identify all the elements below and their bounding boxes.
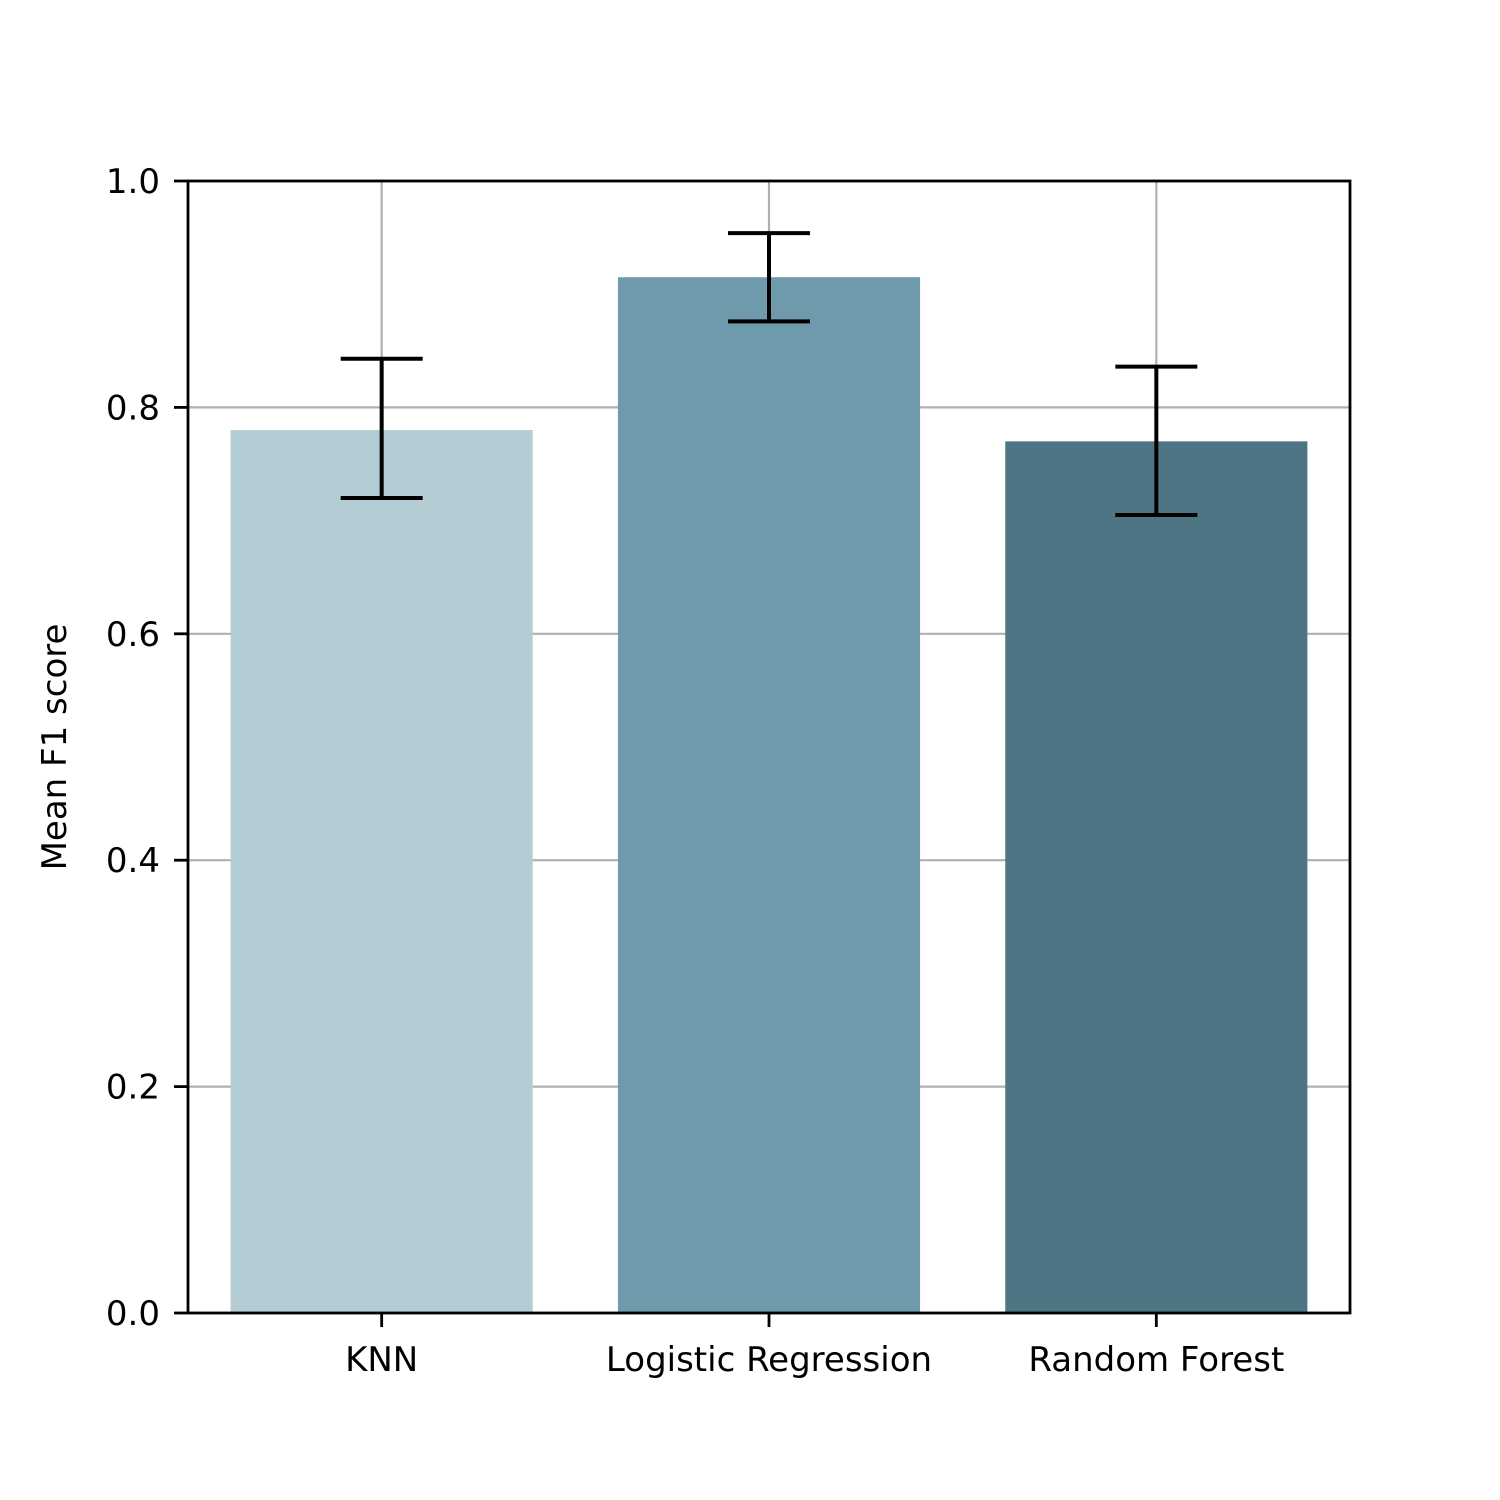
x-tick-label: KNN <box>345 1340 418 1380</box>
error-bar-layer <box>340 231 1198 517</box>
y-tick-label: 0.0 <box>106 1294 160 1334</box>
axis-layer: 0.0 0.2 0.4 0.6 0.8 1.0 KNN Logistic Regression… <box>106 162 1352 1380</box>
bar-random-forest <box>1005 441 1308 1313</box>
bar-layer <box>230 277 1308 1314</box>
bar-logistic-regression <box>617 277 921 1314</box>
y-axis-label: Mean F1 score <box>35 624 75 871</box>
y-tick-label: 0.8 <box>106 388 160 428</box>
x-tick-label: Random Forest <box>1028 1340 1284 1380</box>
x-tick-label: Logistic Regression <box>606 1340 932 1380</box>
y-tick-label: 0.2 <box>106 1068 160 1108</box>
y-tick-label: 1.0 <box>106 162 160 202</box>
y-tick-label: 0.4 <box>106 841 160 881</box>
y-tick-label: 0.6 <box>106 615 160 655</box>
bar-knn <box>230 430 533 1313</box>
